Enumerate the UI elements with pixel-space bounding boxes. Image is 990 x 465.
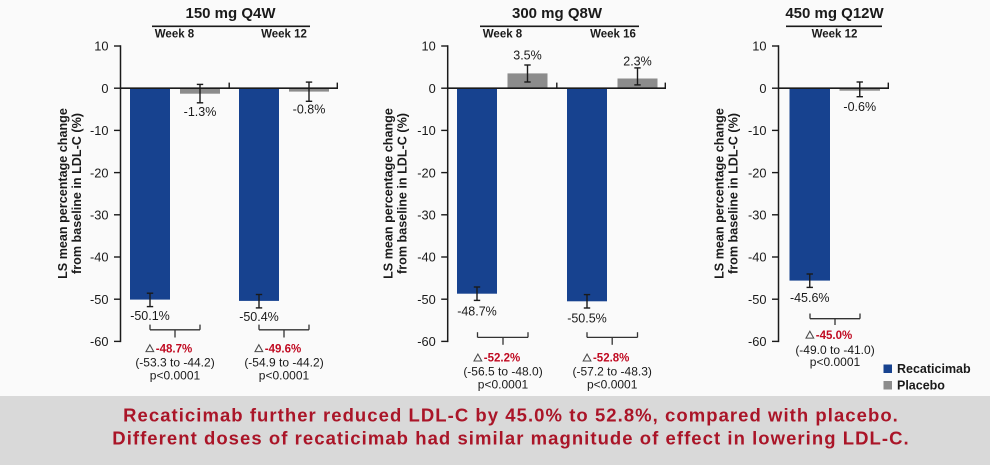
svg-text:Week 16: Week 16 [590,29,636,41]
svg-text:150 mg Q4W: 150 mg Q4W [185,5,276,22]
svg-text:-0.6%: -0.6% [843,100,876,114]
svg-text:-45.0%: -45.0% [816,330,852,342]
svg-text:p<0.0001: p<0.0001 [810,355,861,369]
svg-text:-60: -60 [748,334,767,349]
svg-text:LS mean percentage change: LS mean percentage change [712,108,726,279]
svg-text:-50.5%: -50.5% [567,312,607,326]
svg-text:-10: -10 [90,123,109,138]
svg-text:300 mg Q8W: 300 mg Q8W [512,5,603,22]
svg-text:-30: -30 [748,208,767,223]
svg-text:Recaticimab further reduced LD: Recaticimab further reduced LDL-C by 45.… [123,404,899,425]
svg-text:-50.4%: -50.4% [239,310,279,324]
svg-text:LS mean percentage change: LS mean percentage change [382,108,396,279]
svg-text:(-53.3 to -44.2): (-53.3 to -44.2) [135,356,214,370]
svg-text:Recaticimab: Recaticimab [897,362,971,376]
svg-text:-48.7%: -48.7% [457,304,497,318]
svg-text:-0.8%: -0.8% [293,102,326,116]
svg-text:Week 12: Week 12 [261,29,307,41]
svg-text:2.3%: 2.3% [623,54,652,68]
svg-text:from baseline in LDL-C (%): from baseline in LDL-C (%) [396,113,410,274]
svg-text:from baseline in LDL-C (%): from baseline in LDL-C (%) [70,113,84,274]
svg-text:Different doses of recaticimab: Different doses of recaticimab had simil… [112,428,909,449]
svg-text:-40: -40 [748,250,767,265]
svg-text:Placebo: Placebo [897,378,945,392]
svg-text:-50.1%: -50.1% [130,309,170,323]
svg-text:0: 0 [101,81,108,96]
svg-text:p<0.0001: p<0.0001 [150,369,201,383]
svg-text:10: 10 [421,39,435,54]
svg-text:-60: -60 [90,334,109,349]
svg-text:10: 10 [94,39,108,54]
svg-text:(-56.5 to -48.0): (-56.5 to -48.0) [463,364,542,378]
svg-text:Week 12: Week 12 [812,29,858,41]
svg-text:-40: -40 [417,250,436,265]
svg-text:0: 0 [759,81,766,96]
svg-text:-20: -20 [90,165,109,180]
svg-text:-10: -10 [748,123,767,138]
svg-text:-20: -20 [417,165,436,180]
svg-text:-50: -50 [417,292,436,307]
svg-text:-52.8%: -52.8% [593,353,629,365]
svg-text:-50: -50 [748,292,767,307]
svg-text:-52.2%: -52.2% [484,353,520,365]
svg-text:p<0.0001: p<0.0001 [259,369,310,383]
svg-text:(-49.0 to -41.0): (-49.0 to -41.0) [795,343,874,357]
svg-text:-30: -30 [90,208,109,223]
svg-text:Week 8: Week 8 [155,29,195,41]
svg-text:p<0.0001: p<0.0001 [478,377,529,391]
svg-text:-48.7%: -48.7% [156,343,192,355]
svg-text:-10: -10 [417,123,436,138]
svg-text:LS mean percentage change: LS mean percentage change [56,108,70,279]
svg-text:-1.3%: -1.3% [184,105,217,119]
svg-text:from baseline in LDL-C (%): from baseline in LDL-C (%) [727,113,741,274]
svg-text:450 mg Q12W: 450 mg Q12W [785,5,884,22]
svg-text:(-57.2 to -48.3): (-57.2 to -48.3) [573,364,652,378]
svg-text:-20: -20 [748,165,767,180]
svg-text:3.5%: 3.5% [513,48,542,62]
svg-text:Week 8: Week 8 [483,29,523,41]
svg-text:-40: -40 [90,250,109,265]
svg-text:-45.6%: -45.6% [790,291,830,305]
svg-text:-30: -30 [417,208,436,223]
svg-text:0: 0 [429,81,436,96]
svg-text:-50: -50 [90,292,109,307]
svg-text:-49.6%: -49.6% [265,343,301,355]
svg-text:(-54.9 to -44.2): (-54.9 to -44.2) [244,356,323,370]
svg-text:-60: -60 [417,334,436,349]
svg-text:10: 10 [752,39,766,54]
svg-text:p<0.0001: p<0.0001 [587,377,638,391]
